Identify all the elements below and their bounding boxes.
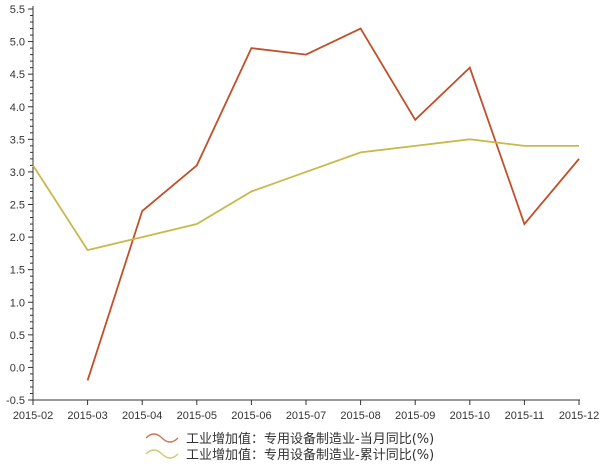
y-tick-label: 2.0 [10, 232, 25, 244]
x-tick-label: 2015-02 [13, 410, 53, 422]
x-tick-label: 2015-10 [450, 410, 490, 422]
y-tick-label: 0.0 [10, 362, 25, 374]
series-line-2 [32, 138, 579, 252]
y-tick-label: 5.0 [10, 37, 25, 49]
x-tick-label: 2015-03 [67, 410, 107, 422]
x-tick-label: 2015-07 [286, 410, 326, 422]
y-tick-label: 0.5 [10, 330, 25, 342]
y-tick-label: 3.5 [10, 134, 25, 146]
legend-label-1: 工业增加值：专用设备制造业-当月同比(%) [186, 431, 434, 447]
y-tick-label: 3.0 [10, 167, 25, 179]
x-tick-label: 2015-12 [559, 410, 599, 422]
y-tick-label: 5.5 [10, 4, 25, 16]
x-tick-label: 2015-09 [395, 410, 435, 422]
x-tick-label: 2015-11 [505, 410, 545, 422]
series-line-1 [86, 27, 580, 381]
y-tick-label: -0.5 [6, 395, 25, 407]
y-tick-label: 1.0 [10, 297, 25, 309]
y-tick-label: 4.5 [10, 69, 25, 81]
y-tick-label: 1.5 [10, 265, 25, 277]
legend-swatch-1 [145, 433, 179, 443]
legend-label-2: 工业增加值：专用设备制造业-累计同比(%) [186, 447, 434, 463]
x-tick-label: 2015-05 [177, 410, 217, 422]
y-tick-label: 4.0 [10, 102, 25, 114]
x-tick-label: 2015-04 [122, 410, 162, 422]
x-tick-label: 2015-08 [340, 410, 380, 422]
legend-swatch-2 [145, 449, 179, 459]
x-tick-label: 2015-06 [231, 410, 271, 422]
y-tick-label: 2.5 [10, 200, 25, 212]
